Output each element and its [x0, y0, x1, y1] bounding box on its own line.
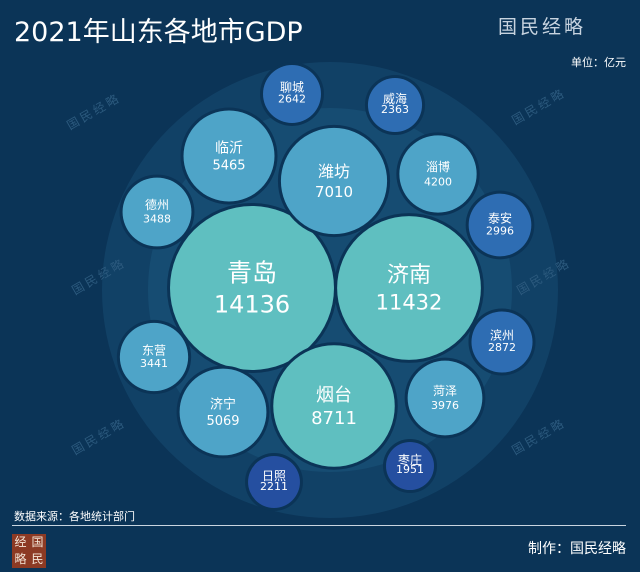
seal-logo: 经 国 略 民: [12, 534, 46, 568]
bubble-value: 4200: [424, 176, 452, 189]
bubble-mark: [248, 456, 300, 508]
bubble-value: 2642: [278, 93, 306, 106]
bubble-label: 滨州: [490, 328, 514, 343]
seal-char: 经: [14, 535, 27, 549]
bubble-mark: [468, 193, 532, 257]
bubble-value: 14136: [214, 291, 290, 319]
data-source: 数据来源：各地统计部门: [14, 510, 135, 523]
bubble-mark: [471, 311, 533, 373]
watermark: 国民经略: [64, 90, 123, 133]
bubble-label: 聊城: [280, 81, 304, 95]
bubble-value: 3441: [140, 357, 168, 370]
bubble-label: 威海: [383, 91, 407, 106]
bubble-value: 3488: [143, 212, 171, 225]
seal-char: 国: [31, 535, 44, 549]
bubble-mark: [273, 345, 395, 467]
bubble-潍坊: 潍坊 7010: [277, 124, 391, 238]
bubble-value: 8711: [311, 408, 357, 429]
bubble-mark: [183, 110, 275, 202]
bubble-label: 青岛: [227, 258, 277, 287]
bubble-value: 2363: [381, 103, 409, 116]
bubble-value: 5465: [212, 159, 245, 174]
bubble-济南: 济南 11432: [334, 213, 484, 363]
bubble-value: 2996: [486, 224, 514, 237]
bubble-value: 1951: [396, 463, 424, 476]
bubble-mark: [385, 441, 435, 491]
bubble-label: 济宁: [210, 397, 236, 413]
bubble-value: 2211: [260, 480, 288, 493]
bubble-淄博: 淄博 4200: [396, 132, 480, 216]
bubble-label: 潍坊: [318, 162, 350, 181]
watermark: 国民经略: [69, 415, 128, 458]
bubble-mark: [407, 360, 483, 436]
bubble-mark: [119, 322, 189, 392]
bubble-label: 菏泽: [433, 384, 457, 398]
bubble-value: 11432: [376, 291, 443, 315]
watermark: 国民经略: [509, 415, 568, 458]
bubble-mark: [280, 127, 388, 235]
watermark: 国民经略: [509, 85, 568, 128]
bubble-label: 泰安: [488, 210, 512, 225]
bubble-mark: [170, 206, 334, 370]
bubble-临沂: 临沂 5465: [180, 107, 278, 205]
bubble-label: 淄博: [426, 159, 450, 174]
bubble-label: 临沂: [215, 140, 243, 156]
bubble-mark: [263, 65, 321, 123]
chart-title: 2021年山东各地市GDP: [14, 17, 303, 48]
credit: 制作：国民经略: [528, 541, 626, 557]
bubble-value: 7010: [315, 183, 353, 201]
seal-char: 略: [14, 552, 27, 566]
bubble-label: 德州: [145, 197, 169, 212]
seal-char: 民: [31, 552, 44, 566]
bubble-label: 东营: [142, 343, 166, 357]
brand-logo-text: 国民经略: [498, 16, 587, 38]
bubble-label: 烟台: [316, 385, 352, 406]
bubble-mark: [337, 216, 481, 360]
bubble-label: 枣庄: [398, 452, 422, 467]
footer-divider: [12, 525, 626, 526]
bubble-label: 日照: [262, 469, 286, 483]
bubble-mark: [179, 368, 267, 456]
bubble-value: 3976: [431, 399, 459, 412]
bubble-mark: [367, 77, 423, 133]
unit-label: 单位：亿元: [571, 56, 626, 69]
bubble-value: 2872: [488, 341, 516, 354]
bubble-value: 5069: [206, 414, 239, 429]
bubble-青岛: 青岛 14136: [167, 203, 337, 373]
bubble-mark: [399, 135, 477, 213]
bubble-mark: [122, 177, 192, 247]
bubble-label: 济南: [387, 263, 431, 288]
